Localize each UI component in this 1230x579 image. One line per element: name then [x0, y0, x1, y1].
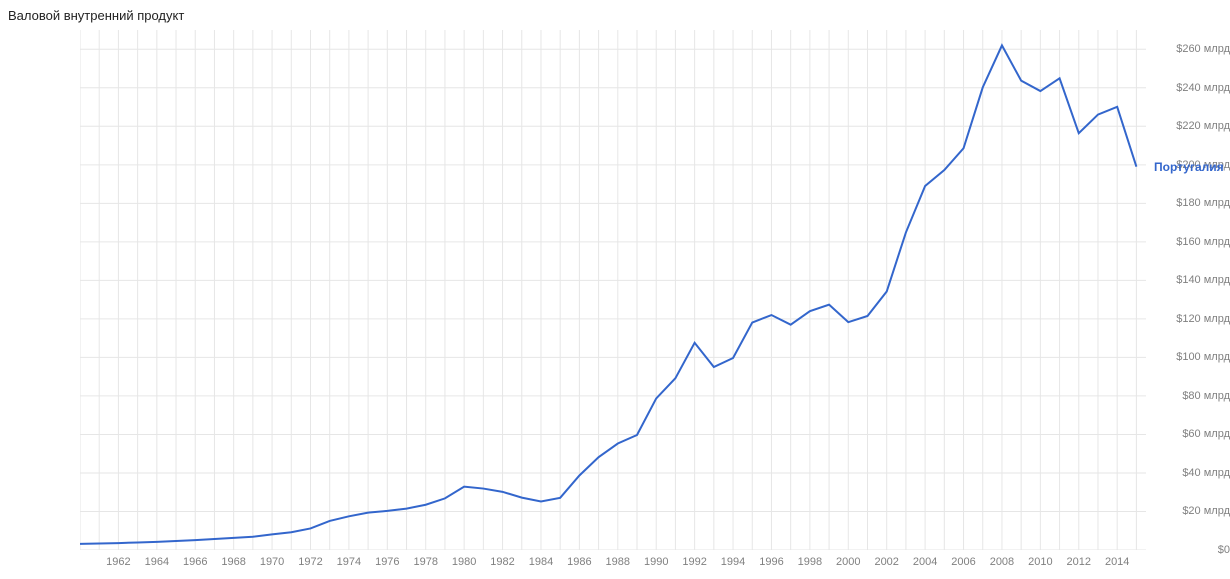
series-line-0	[80, 45, 1136, 543]
y-tick-label: $40 млрд	[1158, 467, 1230, 479]
y-tick-label: $60 млрд	[1158, 428, 1230, 440]
x-tick-label: 1986	[567, 556, 591, 568]
y-tick-label: $260 млрд	[1158, 43, 1230, 55]
plot-svg	[80, 30, 1146, 550]
chart-title: Валовой внутренний продукт	[8, 8, 184, 23]
y-tick-label: $140 млрд	[1158, 274, 1230, 286]
x-tick-label: 1962	[106, 556, 130, 568]
y-tick-label: $180 млрд	[1158, 197, 1230, 209]
x-tick-label: 1988	[606, 556, 630, 568]
x-tick-label: 2010	[1028, 556, 1052, 568]
y-tick-label: $240 млрд	[1158, 82, 1230, 94]
chart-container: Валовой внутренний продукт $0 $20 млрд $40…	[0, 0, 1230, 579]
x-tick-label: 1964	[145, 556, 169, 568]
x-tick-label: 1990	[644, 556, 668, 568]
series-label-0: Португалия	[1154, 160, 1224, 174]
x-tick-label: 1966	[183, 556, 207, 568]
x-tick-label: 1998	[798, 556, 822, 568]
y-tick-label: $80 млрд	[1158, 390, 1230, 402]
x-tick-label: 1984	[529, 556, 553, 568]
x-tick-label: 2008	[990, 556, 1014, 568]
x-tick-label: 2002	[874, 556, 898, 568]
x-tick-label: 1996	[759, 556, 783, 568]
x-tick-label: 2014	[1105, 556, 1129, 568]
x-tick-label: 2012	[1067, 556, 1091, 568]
x-tick-label: 2004	[913, 556, 937, 568]
x-tick-label: 1972	[298, 556, 322, 568]
plot-area	[80, 30, 1146, 550]
x-tick-label: 2006	[951, 556, 975, 568]
y-tick-label: $20 млрд	[1158, 505, 1230, 517]
x-tick-label: 1976	[375, 556, 399, 568]
x-tick-label: 1994	[721, 556, 745, 568]
x-tick-label: 1970	[260, 556, 284, 568]
x-tick-label: 2000	[836, 556, 860, 568]
y-tick-label: $220 млрд	[1158, 120, 1230, 132]
x-tick-label: 1968	[221, 556, 245, 568]
x-tick-label: 1978	[413, 556, 437, 568]
x-tick-label: 1980	[452, 556, 476, 568]
x-tick-label: 1982	[490, 556, 514, 568]
x-tick-label: 1992	[682, 556, 706, 568]
y-tick-label: $100 млрд	[1158, 351, 1230, 363]
y-tick-label: $0	[1158, 544, 1230, 556]
x-tick-label: 1974	[337, 556, 361, 568]
y-tick-label: $160 млрд	[1158, 236, 1230, 248]
y-tick-label: $120 млрд	[1158, 313, 1230, 325]
